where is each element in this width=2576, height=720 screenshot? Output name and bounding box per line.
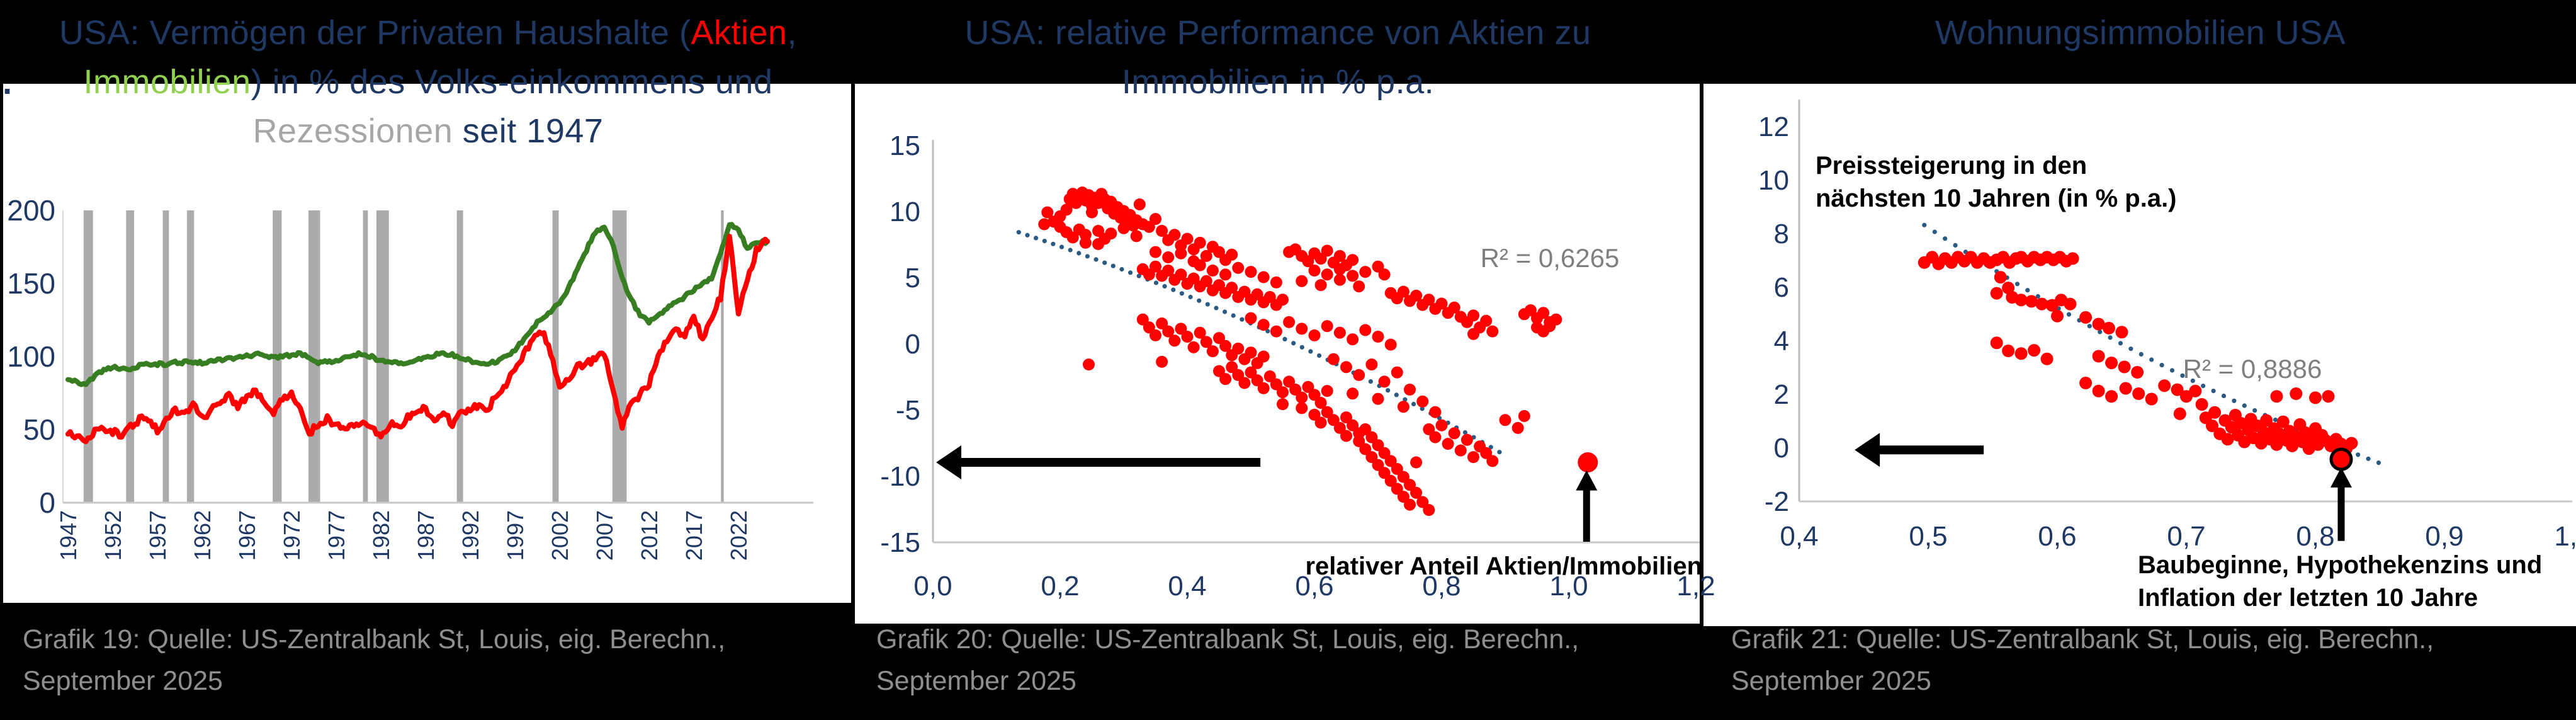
title-text: seit 1947 (453, 112, 604, 150)
title-text: USA: Vermögen der Privaten Haushalte ( (59, 14, 691, 52)
title-text: Immobilien in % p.a. (1121, 63, 1435, 101)
caption-line1: Grafik 20: Quelle: US-Zentralbank St, Lo… (876, 624, 1579, 654)
caption-line1: Grafik 19: Quelle: US-Zentralbank St, Lo… (23, 624, 726, 654)
chart3-title: Wohnungsimmobilien USA (1725, 8, 2556, 57)
caption-line1: Grafik 21: Quelle: US-Zentralbank St, Lo… (1731, 624, 2434, 654)
title-text-rezessionen: Rezessionen (252, 112, 453, 150)
caption-line2: September 2025 (876, 666, 1076, 696)
title-text: , (787, 14, 798, 52)
chart3-title-line1: Wohnungsimmobilien USA (1725, 8, 2556, 57)
title-text: Wohnungsimmobilien USA (1935, 14, 2346, 52)
caption-line2: September 2025 (1731, 666, 1931, 696)
chart1-title-line2: Immobilien) in % des Volks-einkommens un… (19, 57, 837, 106)
title-text-aktien: Aktien (691, 14, 788, 52)
title-text: ) in % des Volks-einkommens und (251, 63, 773, 101)
chart1-title-line1: USA: Vermögen der Privaten Haushalte (Ak… (19, 8, 837, 57)
chart2-title-line2: Immobilien in % p.a. (875, 57, 1681, 106)
caption-grafik21: Grafik 21: Quelle: US-Zentralbank St, Lo… (1731, 619, 2537, 702)
title-text-immobilien: Immobilien (83, 63, 251, 101)
panel-chart1 (3, 84, 851, 603)
title-text: USA: relative Performance von Aktien zu (964, 14, 1591, 52)
caption-line2: September 2025 (23, 666, 223, 696)
chart2-title-line1: USA: relative Performance von Aktien zu (875, 8, 1681, 57)
chart1-title: USA: Vermögen der Privaten Haushalte (Ak… (19, 8, 837, 156)
chart1-title-line3: Rezessionen seit 1947 (19, 106, 837, 156)
stray-period-bullet: . (3, 64, 13, 101)
caption-grafik20: Grafik 20: Quelle: US-Zentralbank St, Lo… (876, 619, 1669, 702)
panel-chart3 (1703, 84, 2576, 626)
chart2-title: USA: relative Performance von Aktien zu … (875, 8, 1681, 106)
caption-grafik19: Grafik 19: Quelle: US-Zentralbank St, Lo… (23, 619, 816, 702)
panel-chart2 (855, 84, 1700, 624)
